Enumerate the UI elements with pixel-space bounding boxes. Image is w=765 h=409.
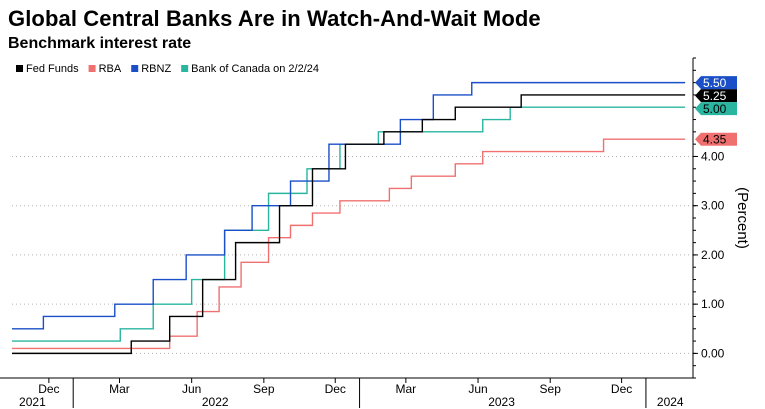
x-tick-label: Mar <box>396 382 417 396</box>
y-axis-label: (Percent) <box>734 187 751 249</box>
series-line-fed-funds <box>12 94 686 355</box>
y-tick-label: 2.00 <box>701 248 725 262</box>
end-label-flag <box>695 89 737 103</box>
year-label: 2021 <box>19 395 46 409</box>
legend-swatch <box>181 65 189 72</box>
x-tick-label: Sep <box>540 382 562 396</box>
legend-label: RBA <box>99 63 122 75</box>
legend-swatch <box>88 65 96 72</box>
y-tick-label: 3.00 <box>701 199 725 213</box>
y-tick-label: 1.00 <box>701 297 725 311</box>
end-label-value: 5.50 <box>703 76 727 90</box>
legend-swatch <box>16 65 23 72</box>
x-tick-label: Mar <box>109 382 130 396</box>
x-tick-label: Dec <box>325 382 346 396</box>
grid-lines <box>12 155 693 354</box>
legend-label: Bank of Canada on 2/2/24 <box>191 63 319 75</box>
end-label-flag <box>695 76 737 90</box>
x-tick-label: Dec <box>38 382 59 396</box>
series-lines <box>12 81 686 355</box>
y-tick-label: 0.00 <box>701 346 725 360</box>
x-tick-label: Jun <box>468 382 487 396</box>
chart-subtitle: Benchmark interest rate <box>8 35 192 52</box>
legend-label: RBNZ <box>141 63 171 75</box>
year-label: 2023 <box>488 395 515 409</box>
end-label-value: 5.25 <box>703 89 727 103</box>
series-line-rbnz <box>12 81 686 330</box>
x-tick-label: Dec <box>611 382 632 396</box>
end-label-flag <box>695 102 737 116</box>
y-tick-label: 4.00 <box>701 149 725 163</box>
year-label: 2022 <box>202 395 229 409</box>
series-line-bank-of-canada-on-2-2-24 <box>12 106 686 342</box>
legend-swatch <box>131 65 139 72</box>
legend-label: Fed Funds <box>26 63 79 75</box>
legend: Fed Funds RBA RBNZ Bank of Canada on 2/2/24 <box>16 63 319 75</box>
end-label-value: 5.00 <box>703 102 727 116</box>
chart-title: Global Central Banks Are in Watch-And-Wa… <box>8 6 541 31</box>
series-line-rba <box>12 138 686 350</box>
end-label-value: 4.35 <box>703 133 727 147</box>
end-label-flag <box>695 132 737 146</box>
year-label: 2024 <box>657 395 684 409</box>
axes: 0.00 1.00 2.00 3.00 4.00 (Percent) Dec Mar Jun Se… <box>0 57 751 409</box>
end-labels: 5.25 4.35 5.50 5.00 <box>695 76 737 147</box>
x-tick-label: Sep <box>253 382 275 396</box>
x-tick-label: Jun <box>182 382 201 396</box>
